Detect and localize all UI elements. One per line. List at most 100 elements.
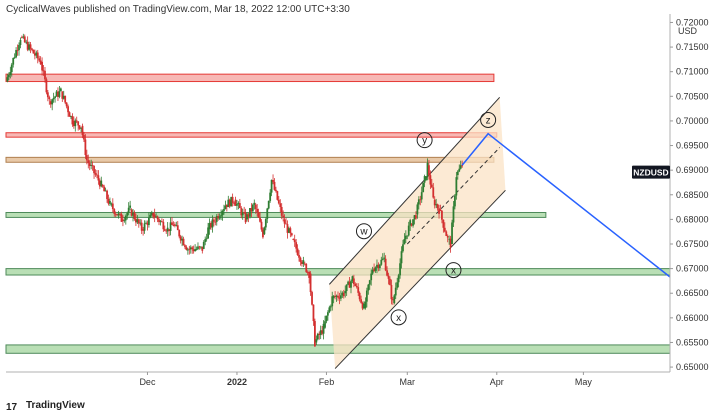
candle-body-310: [454, 195, 456, 207]
candle-body-313: [458, 168, 461, 172]
candle-body-114: [171, 222, 173, 225]
candle-body-66: [101, 184, 104, 187]
candle-body-95: [143, 223, 146, 231]
candle-body-203: [299, 257, 302, 262]
wave-circle-x-1: [390, 309, 407, 326]
candle-body-152: [225, 204, 228, 208]
candle-body-103: [155, 216, 158, 218]
candle-body-111: [166, 227, 169, 232]
candle-body-199: [293, 239, 296, 243]
candle-body-146: [217, 216, 220, 219]
candle-body-46: [72, 120, 75, 127]
candle-body-176: [260, 221, 263, 230]
candle-body-186: [275, 189, 277, 192]
price-tag-label: NZDUSD: [633, 168, 668, 178]
candle-body-311: [455, 177, 458, 196]
candle-body-77: [117, 213, 120, 216]
candle-body-183: [270, 179, 273, 193]
candle-body-180: [266, 208, 269, 220]
candle-body-33: [54, 96, 56, 98]
candle-body-153: [227, 199, 230, 208]
wave-label-x-1: x: [396, 313, 401, 324]
candle-body-142: [211, 219, 214, 228]
zone-green-4: [5, 268, 671, 276]
candle-body-261: [383, 257, 386, 259]
logo-text: 17: [6, 402, 18, 411]
candle-body-2: [9, 71, 12, 75]
candle-body-83: [126, 212, 129, 216]
y-tick-label-9: 0.67500: [676, 239, 709, 249]
candle-body-141: [210, 223, 212, 228]
candle-body-57: [88, 163, 91, 166]
wave-label-z-4: z: [486, 115, 491, 126]
candle-body-25: [42, 70, 45, 72]
candle-body-260: [381, 258, 384, 260]
candle-body-133: [198, 246, 201, 248]
zone-green-3: [5, 211, 547, 218]
x-tick-label-2: Feb: [319, 377, 335, 387]
candle-body-274: [402, 244, 404, 252]
candle-body-256: [376, 264, 378, 268]
candle-body-9: [19, 39, 22, 46]
projection-line: [461, 132, 671, 278]
candle-body-94: [142, 229, 145, 231]
candle-body-279: [409, 220, 412, 226]
candle-body-161: [238, 203, 241, 209]
candle-body-315: [461, 165, 464, 167]
candle-body-145: [215, 216, 218, 222]
publish-line: CyclicalWaves published on TradingView.c…: [6, 4, 350, 15]
candle-body-252: [370, 273, 373, 281]
candle-body-281: [412, 219, 414, 226]
candle-body-75: [114, 213, 117, 215]
candle-body-68: [104, 190, 107, 192]
y-tick-label-14: 0.65000: [676, 362, 709, 372]
candle-body-215: [316, 333, 319, 340]
candle-body-167: [247, 214, 250, 217]
candle-body-309: [452, 206, 455, 223]
candle-body-290: [425, 176, 427, 180]
candle-body-292: [428, 165, 430, 176]
channel-middle-dashed-line: [406, 147, 501, 245]
candle-body-140: [208, 223, 211, 230]
candle-body-168: [249, 208, 251, 217]
candle-body-204: [301, 261, 303, 264]
candle-body-127: [189, 247, 192, 250]
candle-body-267: [391, 299, 394, 301]
candle-body-150: [223, 208, 225, 211]
candle-body-171: [253, 202, 256, 205]
candle-body-233: [342, 292, 345, 297]
candle-body-160: [237, 203, 240, 205]
wave-labels-layer: w x y x z: [355, 111, 497, 326]
candle-body-11: [22, 36, 25, 38]
footer-brand: TradingView: [26, 400, 85, 411]
x-tick-label-4: Apr: [490, 377, 504, 387]
candle-body-12: [23, 36, 26, 43]
candle-body-102: [153, 214, 156, 218]
candle-body-270: [396, 282, 399, 288]
candle-body-55: [85, 155, 88, 161]
candle-body-101: [152, 212, 155, 217]
candle-body-126: [188, 248, 191, 250]
candle-body-197: [290, 233, 293, 236]
candle-body-4: [12, 57, 15, 65]
candle-body-201: [296, 248, 299, 255]
candle-body-51: [80, 127, 82, 129]
candle-body-118: [176, 225, 179, 231]
candle-body-149: [221, 210, 224, 216]
candle-body-24: [41, 61, 43, 71]
y-tick-label-6: 0.69000: [676, 165, 709, 175]
candle-body-283: [415, 215, 417, 219]
candle-body-219: [322, 323, 325, 334]
candle-body-84: [127, 207, 130, 213]
candle-body-86: [130, 209, 133, 216]
candle-body-277: [406, 235, 409, 237]
candle-body-302: [442, 219, 445, 228]
x-tick-label-1: 2022: [227, 377, 247, 387]
candle-body-249: [365, 290, 368, 302]
candle-body-223: [328, 307, 331, 313]
candle-body-285: [417, 199, 420, 205]
candle-body-115: [172, 224, 175, 226]
y-tick-label-10: 0.67000: [676, 264, 709, 274]
candle-body-144: [214, 221, 217, 223]
